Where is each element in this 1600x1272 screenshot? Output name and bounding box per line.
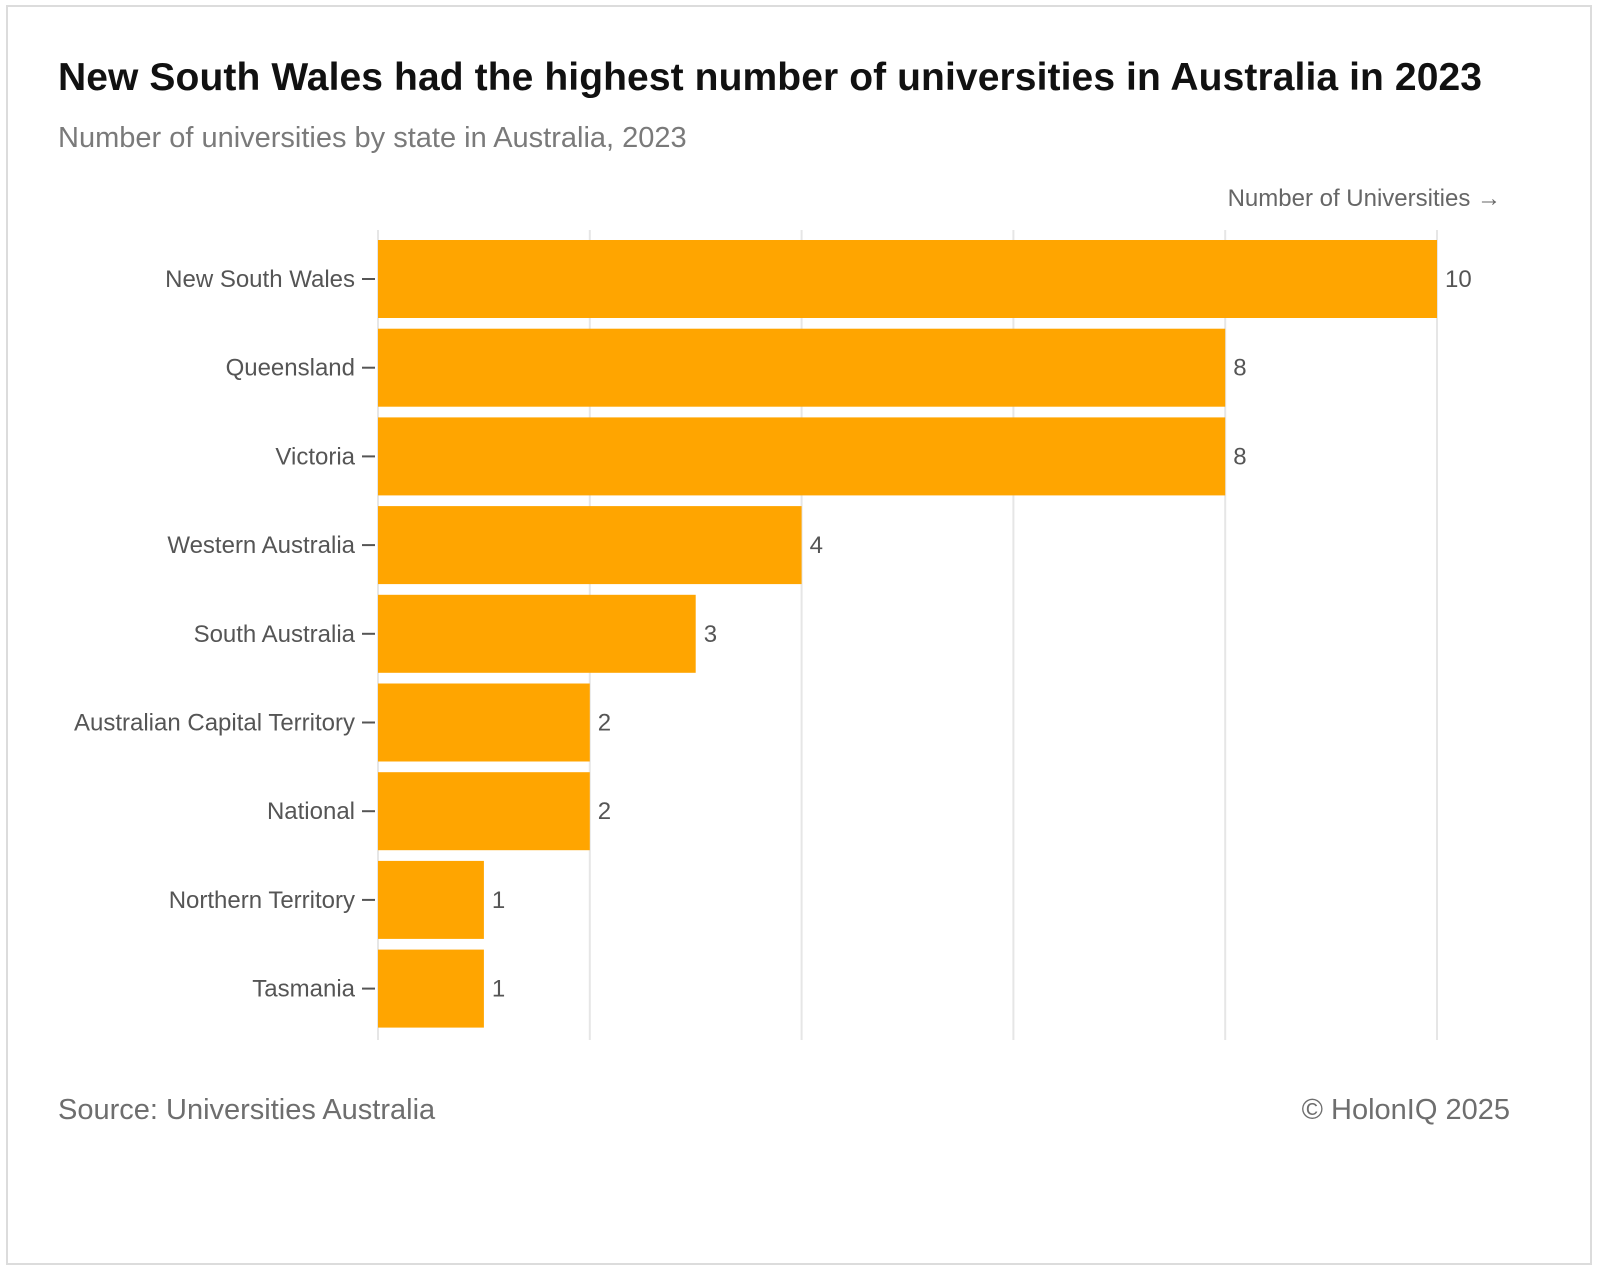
category-label-northern-territory: Northern Territory [169, 887, 355, 914]
category-label-victoria: Victoria [275, 443, 355, 470]
category-label-australian-capital-territory: Australian Capital Territory [74, 710, 355, 737]
category-label-national: National [267, 798, 355, 825]
bar-new-south-wales[interactable] [378, 240, 1437, 318]
value-label-national: 2 [598, 798, 611, 825]
chart-title: New South Wales had the highest number o… [58, 56, 1483, 99]
bar-south-australia[interactable] [378, 594, 696, 673]
bar-tasmania[interactable] [378, 949, 484, 1028]
value-label-western-australia: 4 [810, 532, 823, 559]
source-note: Source: Universities Australia [58, 1094, 436, 1126]
chart-card [6, 5, 1592, 1265]
bar-australian-capital-territory[interactable] [378, 683, 590, 762]
bars [378, 240, 1437, 1028]
value-label-queensland: 8 [1233, 355, 1246, 382]
value-label-tasmania: 1 [492, 976, 505, 1003]
bar-national[interactable] [378, 772, 590, 851]
category-label-new-south-wales: New South Wales [165, 266, 355, 293]
value-label-south-australia: 3 [704, 621, 717, 648]
copyright-note: © HolonIQ 2025 [1301, 1094, 1510, 1126]
bar-queensland[interactable] [378, 328, 1226, 407]
value-labels: 10 8 8 4 3 2 2 1 1 [492, 266, 1472, 1003]
category-label-tasmania: Tasmania [252, 976, 355, 1003]
category-label-south-australia: South Australia [194, 621, 356, 648]
x-axis-label: Number of Universities → [1228, 185, 1501, 212]
value-label-northern-territory: 1 [492, 887, 505, 914]
category-label-western-australia: Western Australia [167, 532, 355, 559]
value-label-victoria: 8 [1233, 443, 1246, 470]
bar-western-australia[interactable] [378, 506, 802, 585]
category-label-queensland: Queensland [226, 355, 355, 382]
category-labels: New South Wales Queensland Victoria Western… [74, 266, 375, 1003]
chart-subtitle: Number of universities by state in Austr… [58, 122, 687, 154]
bar-victoria[interactable] [378, 417, 1226, 496]
value-label-australian-capital-territory: 2 [598, 710, 611, 737]
value-label-new-south-wales: 10 [1445, 266, 1472, 293]
bar-northern-territory[interactable] [378, 860, 484, 939]
